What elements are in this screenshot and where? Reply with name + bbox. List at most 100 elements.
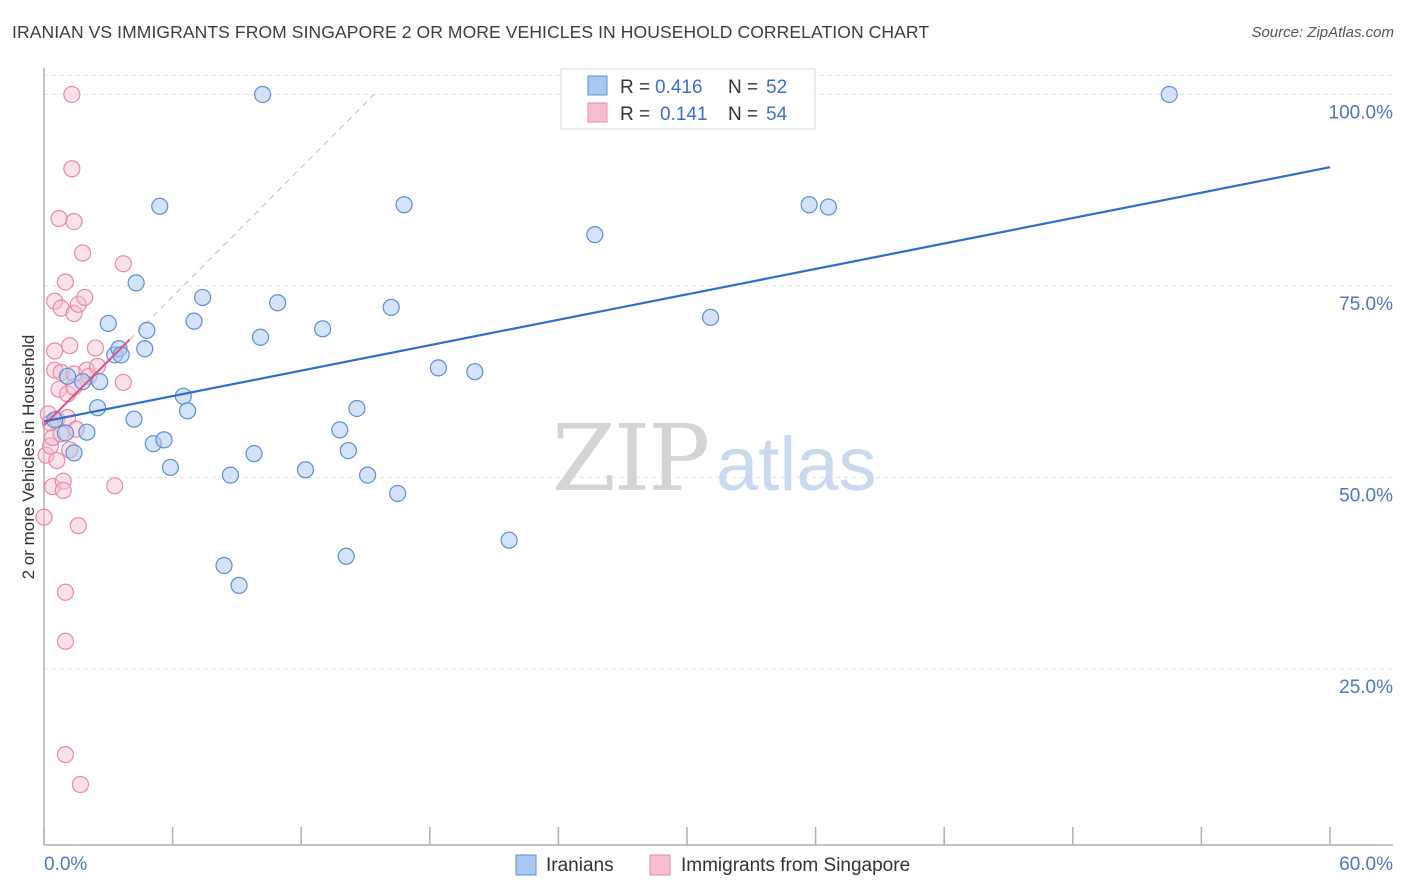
y-axis-label: 2 or more Vehicles in Household [19, 335, 38, 580]
chart-title: IRANIAN VS IMMIGRANTS FROM SINGAPORE 2 O… [12, 22, 930, 42]
point-singapore [56, 632, 75, 650]
point-iranians [215, 556, 233, 575]
point-iranians [65, 444, 83, 462]
legend-r-label-2: R = [620, 104, 650, 125]
point-iranians [296, 461, 315, 479]
watermark: ZIP atlas [552, 405, 877, 512]
x-tick-label-max: 60.0% [1339, 854, 1393, 875]
legend-n-value-1: 52 [766, 77, 787, 98]
point-singapore [35, 508, 53, 526]
point-iranians [500, 531, 518, 549]
point-iranians [151, 197, 169, 215]
point-singapore [106, 477, 124, 495]
point-singapore [114, 255, 132, 273]
x-tick-label-min: 0.0% [44, 854, 87, 875]
point-singapore [71, 775, 90, 794]
trend-line-singapore [43, 338, 131, 427]
point-iranians [395, 196, 413, 214]
point-iranians [466, 363, 484, 381]
point-singapore [52, 299, 70, 317]
point-singapore [54, 481, 72, 500]
point-iranians [73, 373, 92, 391]
point-iranians [251, 328, 270, 346]
point-singapore [63, 85, 81, 104]
point-iranians [136, 340, 154, 358]
point-singapore [86, 339, 105, 357]
point-iranians [78, 423, 96, 441]
point-singapore [54, 472, 72, 490]
y-tick-label: 25.0% [1339, 677, 1393, 698]
point-iranians [269, 294, 287, 312]
point-iranians [348, 399, 366, 418]
y-tick-label: 50.0% [1339, 485, 1393, 506]
source-credit: Source: ZipAtlas.com [1251, 24, 1394, 41]
legend-swatch-iranians [587, 75, 608, 96]
legend-r-label-1: R = [620, 77, 650, 98]
watermark-atlas: atlas [716, 422, 877, 507]
point-singapore [50, 209, 68, 228]
y-tick-label: 100.0% [1329, 102, 1394, 123]
point-singapore [63, 160, 81, 178]
point-iranians [314, 320, 332, 338]
legend-bottom-singapore: Immigrants from Singapore [681, 855, 910, 876]
point-singapore [56, 583, 75, 601]
tick-labels: 25.0% 50.0% 75.0% 100.0% 0.0% 60.0% [44, 102, 1393, 875]
point-iranians [429, 359, 447, 377]
legend-bottom-iranians: Iranians [546, 855, 614, 876]
legend-bottom: Iranians Immigrants from Singapore [515, 854, 910, 876]
trend-lines [129, 94, 375, 340]
point-iranians [230, 576, 248, 594]
legend-swatch-singapore [587, 102, 608, 123]
point-iranians [1160, 85, 1178, 104]
point-singapore [48, 451, 66, 470]
point-iranians [91, 373, 109, 391]
axes [43, 68, 1393, 846]
point-iranians [221, 466, 240, 484]
trend-line-singapore-extension [129, 94, 375, 340]
point-singapore [37, 446, 55, 464]
point-iranians [161, 458, 180, 477]
point-iranians [701, 308, 720, 326]
legend-n-label-1: N = [728, 77, 758, 98]
watermark-zip: ZIP [552, 405, 708, 512]
point-iranians [382, 298, 400, 316]
point-iranians [56, 424, 75, 442]
point-iranians [337, 547, 355, 565]
point-singapore [69, 517, 87, 535]
gridlines [44, 74, 1393, 670]
point-iranians [127, 274, 145, 292]
point-iranians [58, 367, 77, 385]
legend-r-value-1: 0.416 [655, 77, 703, 98]
point-iranians [179, 402, 197, 420]
point-iranians [254, 85, 272, 104]
point-iranians [125, 410, 143, 428]
legend-bottom-swatch-iranians [515, 854, 537, 876]
point-iranians [339, 441, 357, 460]
point-iranians [185, 312, 203, 330]
point-iranians [88, 399, 107, 417]
point-singapore [46, 292, 64, 310]
point-singapore [65, 304, 83, 323]
point-singapore [46, 342, 64, 360]
point-iranians [586, 226, 604, 244]
point-singapore [43, 477, 62, 496]
trend-line-iranians [43, 166, 1331, 423]
point-iranians [174, 387, 192, 405]
point-iranians [99, 314, 117, 333]
point-singapore [76, 288, 94, 307]
point-iranians [138, 321, 156, 339]
point-iranians [331, 421, 349, 439]
point-singapore [69, 295, 87, 313]
point-iranians [245, 445, 263, 463]
legend-r-value-2: 0.141 [660, 104, 708, 125]
point-iranians [389, 484, 407, 503]
scatter-points [35, 85, 1331, 794]
point-singapore [50, 380, 68, 398]
point-singapore [65, 212, 83, 231]
legend-n-value-2: 54 [766, 104, 788, 125]
point-iranians [155, 431, 173, 449]
point-iranians [800, 196, 818, 214]
point-singapore [56, 746, 75, 764]
legend-bottom-swatch-singapore [649, 854, 671, 876]
